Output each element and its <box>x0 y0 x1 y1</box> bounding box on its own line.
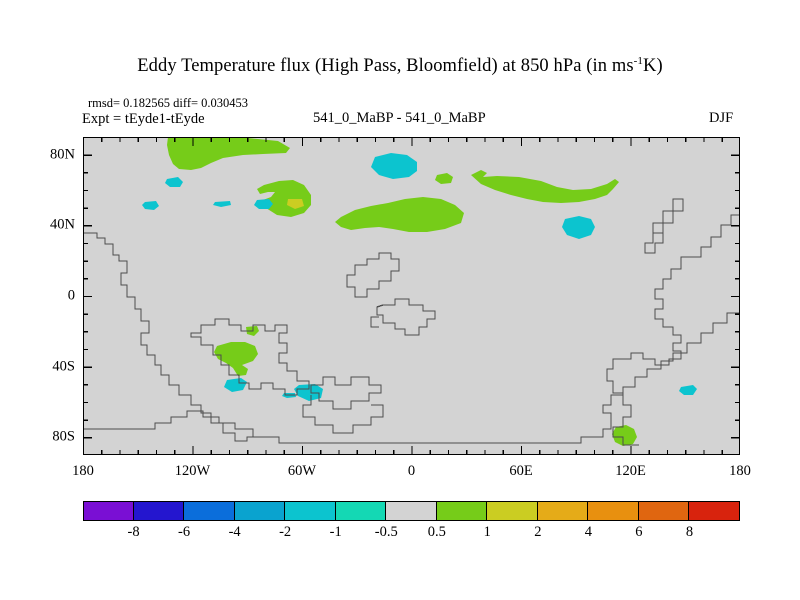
x-axis-tick-label: 60E <box>509 463 533 479</box>
x-axis-tick-label: 180 <box>72 463 94 479</box>
colorbar-tick-label: -0.5 <box>374 524 398 540</box>
coastline-asia-east <box>689 214 740 258</box>
colorbar <box>83 501 740 521</box>
x-axis-tick-label: 60W <box>287 463 317 479</box>
axis-tick-marks <box>83 137 740 455</box>
y-axis-tick-label: 0 <box>67 287 75 304</box>
map-plot-area <box>83 137 740 455</box>
map-svg <box>83 137 740 455</box>
y-axis-tick-label: 40S <box>52 358 75 375</box>
contour-patch-yellow-core <box>287 199 304 209</box>
contour-patch-cyan <box>213 201 231 207</box>
season-label: DJF <box>709 110 734 126</box>
colorbar-tick-label: -4 <box>228 524 241 540</box>
coastline-antarctica <box>83 312 740 444</box>
colorbar-tick-label: 0.5 <box>427 524 446 540</box>
contour-patch-cyan <box>562 216 595 239</box>
contour-patch-cyan <box>224 378 247 392</box>
contour-patch-cyan <box>165 177 183 187</box>
x-axis-tick-label: 0 <box>407 463 416 479</box>
page-title: Eddy Temperature flux (High Pass, Bloomf… <box>0 54 800 77</box>
y-axis-tick-label: 80S <box>52 428 75 445</box>
contour-patch-green <box>435 173 453 184</box>
colorbar-tick-label: 6 <box>635 524 643 540</box>
colorbar-segment <box>234 501 286 521</box>
colorbar-segment <box>386 501 437 521</box>
y-axis-tick-label: 80N <box>50 146 75 163</box>
map-background <box>83 137 740 455</box>
colorbar-segment <box>689 501 740 521</box>
colorbar-tick-label: 1 <box>483 524 491 540</box>
colorbar-tick-label: -8 <box>127 524 140 540</box>
coastline-africa <box>376 298 436 336</box>
coastline-south-america <box>190 318 310 396</box>
coastline-antarctic-peninsula <box>310 376 382 410</box>
coastline-island-kuril <box>644 232 664 254</box>
page-title-superscript: -1 <box>633 54 644 67</box>
colorbar-segment <box>335 501 387 521</box>
x-axis-tick-label: 180 <box>729 463 751 479</box>
colorbar-tick-label: 2 <box>534 524 542 540</box>
colorbar-segment <box>588 501 639 521</box>
page-title-tail: K) <box>643 56 663 76</box>
contour-shading-layer <box>142 137 697 446</box>
colorbar-segment <box>638 501 690 521</box>
colorbar-tick-label: 8 <box>685 524 694 540</box>
contour-patch-cyan <box>142 201 159 210</box>
y-axis-tick-label: 40N <box>50 216 75 233</box>
coastline-antarctic-inner <box>302 395 384 434</box>
colorbar-tick-label: -1 <box>329 524 342 540</box>
colorbar-segment <box>436 501 488 521</box>
rmsd-diff-stats: rmsd= 0.182565 diff= 0.030453 <box>88 96 249 110</box>
experiment-label: Expt = tEyde1-tEyde <box>82 111 205 127</box>
coastline-layer <box>83 198 740 446</box>
x-axis-tick-label: 120E <box>615 463 646 479</box>
colorbar-segment <box>487 501 538 521</box>
contour-patch-green <box>167 137 290 170</box>
contour-patch-green <box>335 197 464 232</box>
page-title-main: Eddy Temperature flux (High Pass, Bloomf… <box>137 56 634 76</box>
coastline-north-america <box>83 232 259 442</box>
colorbar-segment <box>285 501 336 521</box>
coastline-europe-stub <box>370 316 379 328</box>
coastline-island-japan <box>652 198 684 234</box>
contour-patch-cyan <box>294 384 323 401</box>
colorbar-tick-label: -2 <box>279 524 292 540</box>
coastline-australia-detail <box>606 358 639 446</box>
colorbar-segment <box>133 501 185 521</box>
coastline-australia <box>619 256 689 366</box>
colorbar-segment <box>184 501 235 521</box>
contour-patch-cyan <box>254 199 273 209</box>
contour-patch-green <box>471 170 619 203</box>
colorbar-segment <box>83 501 134 521</box>
colorbar-tick-label: -6 <box>178 524 191 540</box>
colorbar-tick-label: 4 <box>584 524 592 540</box>
run-comparison-label: 541_0_MaBP - 541_0_MaBP <box>313 110 486 126</box>
contour-patch-green <box>214 342 258 376</box>
contour-patch-green <box>612 425 637 446</box>
contour-patch-cyan <box>371 153 417 179</box>
x-axis-tick-label: 120W <box>174 463 211 479</box>
colorbar-segment <box>537 501 589 521</box>
contour-patch-cyan <box>679 385 697 395</box>
coastline-greenland <box>346 252 400 298</box>
